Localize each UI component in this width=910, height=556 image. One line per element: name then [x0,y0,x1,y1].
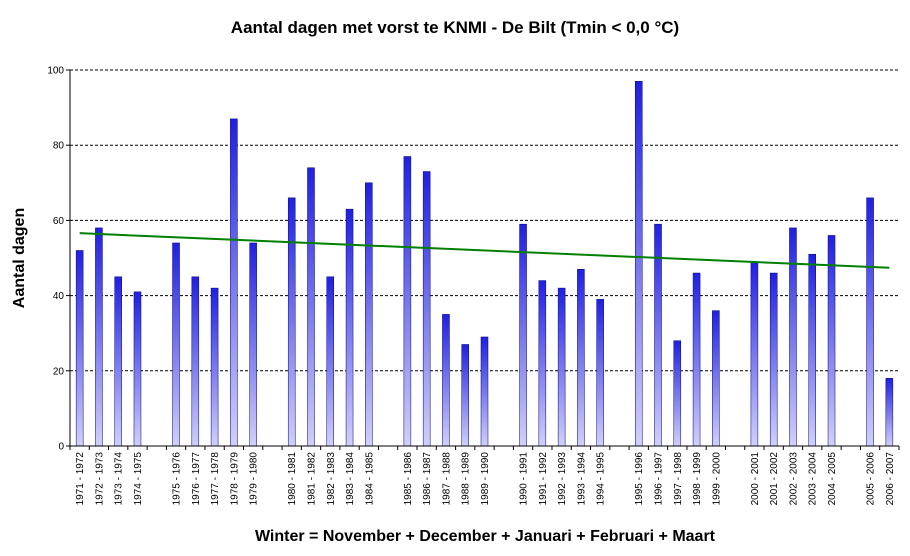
x-tick-label: 2005 - 2006 [866,452,877,506]
y-tick-label: 100 [47,66,64,77]
x-tick-label: 1976 - 1977 [191,452,202,506]
x-tick-label: 1999 - 2000 [711,452,722,506]
bar [712,310,720,447]
bar [557,287,566,447]
bar [692,272,701,447]
x-tick-label: 2006 - 2007 [885,452,896,506]
x-tick-label: 1973 - 1974 [114,452,125,506]
bar [307,167,315,447]
y-tick-label: 60 [53,216,65,227]
x-tick-label: 1985 - 1986 [403,452,414,506]
x-tick-label: 1995 - 1996 [634,452,645,506]
bar [114,276,122,447]
y-tick-labels: 0 20 40 60 80 100 [47,66,64,453]
bar [634,81,643,447]
bars [75,81,894,447]
bar [769,272,778,447]
x-tick-label: 1992 - 1993 [557,452,568,506]
x-tick-label: 1997 - 1998 [673,452,684,506]
x-tick-label: 1983 - 1984 [345,452,356,506]
bar [422,171,431,447]
x-tick-label: 1984 - 1985 [364,452,375,506]
x-tick-label: 2002 - 2003 [788,452,799,506]
x-axis-label: Winter = November + December + Januari +… [254,528,716,545]
x-tick-label: 1980 - 1981 [287,452,298,506]
x-tick-label: 1986 - 1987 [422,452,433,506]
y-tick-label: 20 [53,366,65,377]
bar [480,336,489,447]
x-tick-label: 1971 - 1972 [75,452,86,506]
bar [210,287,219,447]
bar [403,156,412,447]
x-tick-label: 1990 - 1991 [519,452,530,506]
bar [673,340,682,447]
bar [133,291,142,447]
x-tick-labels: 1971 - 1972 1972 - 1973 1973 - 1974 1974 - … [75,452,896,506]
trend-line [79,232,890,269]
y-axis-label: Aantal dagen [11,208,28,308]
x-tick-label: 1996 - 1997 [654,452,665,506]
bar [577,269,585,447]
bar [750,261,759,447]
bar [287,197,296,447]
x-tick-label: 2000 - 2001 [750,452,761,506]
y-tick-label: 40 [53,291,65,302]
x-tick-label: 1991 - 1992 [538,452,549,506]
bar [461,344,469,447]
bar [230,118,238,447]
bar [95,227,103,447]
bar [519,223,527,447]
x-tick-label: 1974 - 1975 [133,452,144,506]
x-tick-label: 1987 - 1988 [441,452,452,506]
x-tick-label: 1977 - 1978 [210,452,221,506]
bar [789,227,797,447]
bar [596,299,604,447]
x-tick-label: 1975 - 1976 [172,452,183,506]
bar [365,182,373,447]
x-tick-label: 1993 - 1994 [576,452,587,506]
x-tick-label: 1989 - 1990 [480,452,491,506]
bar [538,280,547,447]
bar [249,242,257,447]
bar [172,242,180,447]
bar [75,250,84,447]
x-tick-label: 2003 - 2004 [808,452,819,506]
x-tick-label: 1979 - 1980 [249,452,260,506]
x-tick-label: 1981 - 1982 [306,452,317,506]
x-tick-label: 1982 - 1983 [326,452,337,506]
bar [326,276,335,447]
x-tick-label: 1998 - 1999 [692,452,703,506]
x-tick-label: 1978 - 1979 [229,452,240,506]
bar [191,276,200,447]
x-tick-label: 1988 - 1989 [461,452,472,506]
x-tick-label: 2004 - 2005 [827,452,838,506]
x-tick-label: 1994 - 1995 [596,452,607,506]
y-tick-label: 80 [53,141,65,152]
bar [885,378,894,447]
chart-title: Aantal dagen met vorst te KNMI - De Bilt… [230,18,680,37]
bar [442,314,450,447]
x-tick-label: 2001 - 2002 [769,452,780,506]
bar [808,253,816,447]
bar [827,235,836,447]
bar [866,197,874,447]
grid-lines [70,69,899,372]
axes [66,69,900,450]
y-tick-label: 0 [58,442,64,453]
trendline [79,232,890,269]
x-tick-label: 1972 - 1973 [94,452,105,506]
